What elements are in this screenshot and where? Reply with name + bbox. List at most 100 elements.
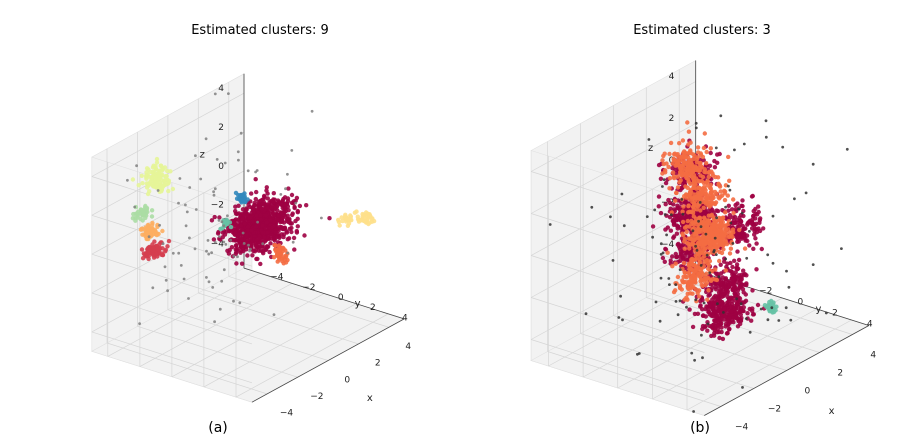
data-point xyxy=(275,203,280,208)
data-point xyxy=(205,249,208,253)
data-point xyxy=(692,311,698,317)
data-point xyxy=(140,227,145,232)
data-point xyxy=(698,201,702,204)
data-point xyxy=(678,268,682,271)
data-point xyxy=(238,248,244,253)
data-point xyxy=(692,275,697,281)
data-point xyxy=(654,300,658,304)
data-point xyxy=(346,221,352,226)
data-point xyxy=(213,92,217,96)
panel-a: −4 −2 0 2 4 −4 −2 0 2 4 −4 −2 0 2 4 y x z Estimated cluste… xyxy=(91,23,411,436)
data-point xyxy=(711,309,717,314)
data-point xyxy=(702,301,706,305)
data-point xyxy=(680,138,686,143)
data-point xyxy=(362,218,367,223)
data-point xyxy=(681,160,686,165)
data-point xyxy=(284,187,287,191)
data-point xyxy=(140,181,145,186)
data-point xyxy=(750,312,756,317)
data-point xyxy=(702,260,707,265)
data-point xyxy=(133,211,138,216)
data-point xyxy=(729,221,733,225)
data-point xyxy=(149,182,155,187)
data-point xyxy=(725,330,730,336)
z-tick-label: 4 xyxy=(669,72,675,82)
data-point xyxy=(767,299,772,305)
data-point xyxy=(619,294,622,298)
data-point xyxy=(714,146,718,150)
data-point xyxy=(144,251,149,257)
data-point xyxy=(732,306,737,311)
z-axis-label: z xyxy=(648,143,653,154)
x-tick-label: 2 xyxy=(375,359,381,369)
data-point xyxy=(738,234,743,240)
data-point xyxy=(689,284,694,290)
data-point xyxy=(717,335,722,341)
data-point xyxy=(698,152,704,158)
data-point xyxy=(218,235,221,239)
data-point xyxy=(696,294,702,299)
data-point xyxy=(194,154,197,158)
data-point xyxy=(743,298,749,303)
data-point xyxy=(748,330,752,334)
data-point xyxy=(675,274,681,280)
data-point xyxy=(724,257,727,261)
data-point xyxy=(671,157,677,163)
data-point xyxy=(213,187,217,191)
data-point xyxy=(674,254,679,260)
data-point xyxy=(764,119,768,123)
data-point xyxy=(711,223,717,228)
data-point xyxy=(245,227,251,233)
data-point xyxy=(671,174,677,179)
data-point xyxy=(236,232,242,237)
data-point xyxy=(667,176,673,181)
data-point xyxy=(680,209,685,214)
series-1 xyxy=(660,120,748,304)
data-point xyxy=(279,193,283,196)
data-point xyxy=(699,250,705,255)
data-point xyxy=(138,216,143,222)
data-point xyxy=(265,191,270,196)
data-point xyxy=(260,249,265,254)
data-point xyxy=(766,318,770,322)
data-point xyxy=(722,229,727,235)
data-point xyxy=(663,246,668,252)
data-point xyxy=(164,278,168,282)
data-point xyxy=(670,161,675,166)
data-point xyxy=(755,302,761,308)
grid-line xyxy=(137,325,298,378)
data-point xyxy=(738,317,744,323)
data-point xyxy=(177,251,181,255)
data-point xyxy=(297,203,303,209)
data-point xyxy=(693,182,698,187)
data-point xyxy=(620,192,624,196)
data-point xyxy=(258,198,263,204)
data-point xyxy=(670,264,675,269)
data-point xyxy=(793,197,796,201)
data-point xyxy=(675,152,680,157)
data-point xyxy=(724,241,730,247)
data-point xyxy=(280,226,285,232)
data-point xyxy=(233,243,239,248)
data-point xyxy=(723,210,728,215)
data-point xyxy=(234,211,240,217)
data-point xyxy=(715,208,721,214)
data-point xyxy=(244,247,249,252)
data-point xyxy=(254,237,260,242)
data-point xyxy=(209,218,215,223)
x-tick-label: −4 xyxy=(735,423,749,433)
data-point xyxy=(701,313,706,318)
data-point xyxy=(688,140,693,145)
data-point xyxy=(689,257,694,262)
data-point xyxy=(747,243,752,248)
data-point xyxy=(693,287,698,292)
data-point xyxy=(154,160,160,165)
data-point xyxy=(242,221,247,226)
data-point xyxy=(292,247,297,252)
data-point xyxy=(771,214,775,218)
data-point xyxy=(671,202,676,207)
data-point xyxy=(715,175,721,180)
data-point xyxy=(289,225,294,231)
grid-line xyxy=(91,92,245,177)
data-point xyxy=(728,304,733,309)
